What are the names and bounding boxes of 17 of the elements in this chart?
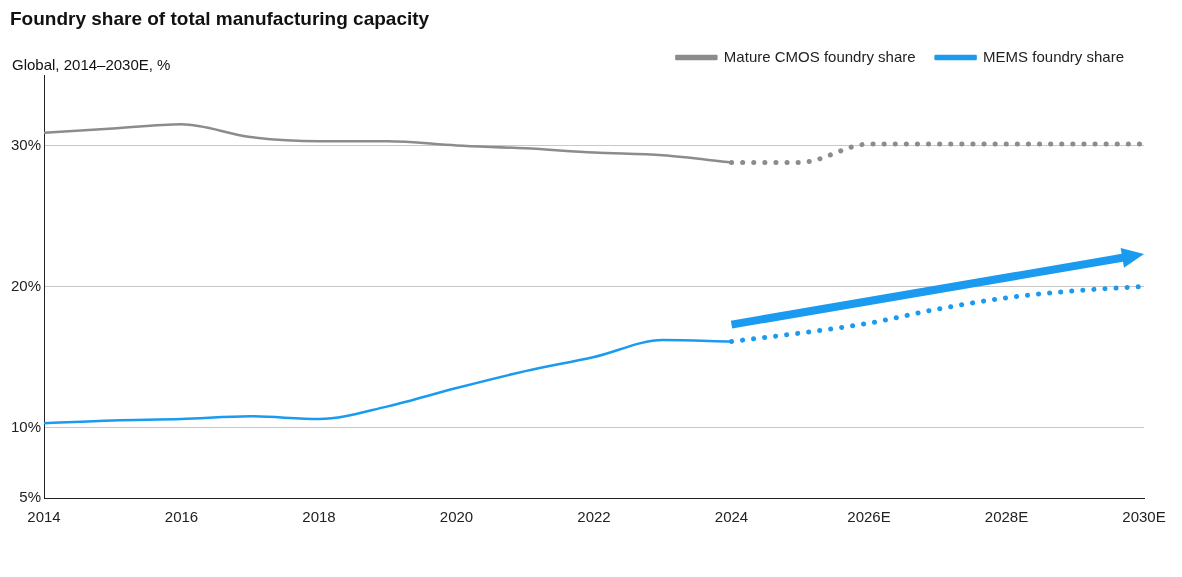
x-tick-label: 2018 (302, 508, 336, 526)
legend-label: MEMS foundry share (983, 47, 1124, 65)
y-tick-label: 10% (10, 417, 42, 435)
x-tick-label: 2022 (577, 508, 611, 526)
x-tick-label: 2030E (1122, 508, 1166, 526)
x-tick-label: 2024 (714, 508, 749, 526)
x-tick-label: 2026E (847, 508, 891, 526)
y-tick-label: 30% (10, 135, 42, 153)
legend-label: Mature CMOS foundry share (723, 47, 916, 65)
y-tick-label: 20% (10, 276, 42, 294)
x-tick-label: 2014 (27, 508, 61, 526)
x-tick-label: 2028E (984, 508, 1029, 526)
chart-subtitle: Global, 2014–2030E, % (12, 56, 171, 73)
y-tick-label: 5% (19, 488, 42, 506)
chart-title: Foundry share of total manufacturing capacity (10, 8, 431, 30)
x-tick-label: 2016 (164, 508, 199, 526)
x-tick-label: 2020 (439, 508, 474, 526)
